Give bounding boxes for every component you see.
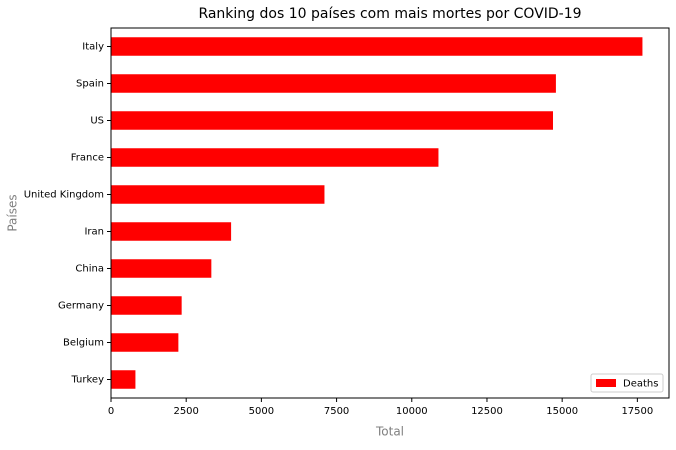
bar [111,259,212,278]
bar [111,370,136,389]
bar [111,333,179,352]
y-tick-label: France [71,153,104,164]
bar [111,185,325,204]
bar [111,296,182,315]
y-tick-label: Turkey [70,375,104,386]
y-tick-label: Italy [82,42,104,53]
y-tick-label: Belgium [63,338,104,349]
y-tick-label: Iran [84,227,104,238]
y-tick-label: US [90,116,104,127]
x-tick-label: 15000 [546,406,578,417]
x-tick-label: 7500 [324,406,349,417]
bar [111,74,556,93]
x-axis-title: Total [375,425,404,439]
legend-box [590,373,664,393]
y-tick-label: Spain [76,79,104,90]
bar [111,111,553,130]
legend-label: Deaths [623,379,658,390]
y-tick-label: China [75,264,104,275]
x-tick-label: 2500 [173,406,198,417]
x-tick-label: 5000 [249,406,274,417]
bar [111,37,643,56]
y-tick-label: Germany [58,301,104,312]
y-tick-label: United Kingdom [24,190,104,201]
bar [111,222,232,241]
x-tick-label: 10000 [396,406,428,417]
bar [111,148,439,167]
plot-frame [110,27,670,399]
x-tick-label: 12500 [471,406,503,417]
chart-title: Ranking dos 10 países com mais mortes po… [198,6,581,22]
x-tick-label: 17500 [621,406,653,417]
y-axis-title: Países [6,194,20,231]
x-tick-label: 0 [108,406,114,417]
legend-swatch [596,379,616,387]
